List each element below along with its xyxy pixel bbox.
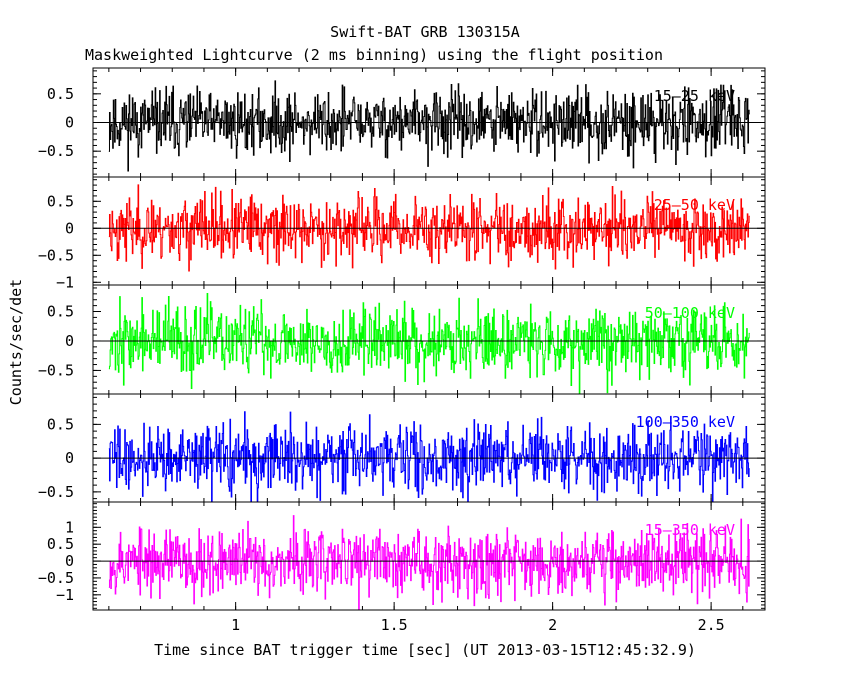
band-label-1: 15–25 keV [654,87,735,105]
x-tick-label: 1.5 [381,616,408,634]
panel-1: 0.5 0 −0.5 15–25 keV [38,67,766,178]
x-axis-label: Time since BAT trigger time [sec] (UT 20… [154,641,696,659]
band-label-4: 100–350 keV [636,413,735,431]
y-tick-label: −0.5 [38,246,74,264]
panel-3: 0.5 0 −0.5 50–100 keV [38,284,766,395]
y-tick-label: −1 [56,586,74,604]
panel-2: 0.5 0 −0.5 −1 25–50 keV [38,176,766,291]
signal-line-5 [108,515,750,610]
y-tick-label: 0 [65,332,74,350]
y-tick-label: −0.5 [38,483,74,501]
y-tick-label: 0.5 [47,535,74,553]
y-tick-label: 0.5 [47,415,74,433]
x-tick-label: 2.5 [698,616,725,634]
panel-5: 10.50−0.5−1 15–350 keV [38,501,766,611]
y-tick-label: 0 [65,114,74,132]
band-label-2: 25–50 keV [654,196,735,214]
band-label-3: 50–100 keV [645,304,735,322]
signal-line-1 [108,80,750,172]
y-tick-label: −0.5 [38,361,74,379]
y-tick-label: 0.5 [47,192,74,210]
x-tick-label: 1 [231,616,240,634]
chart-subtitle: Maskweighted Lightcurve (2 ms binning) u… [85,46,663,64]
signal-line-3 [108,293,750,394]
x-axis: 1 1.5 2 2.5 [231,616,725,634]
y-tick-label: 0.5 [47,85,74,103]
x-tick-label: 2 [548,616,557,634]
y-tick-label: 0 [65,449,74,467]
y-tick-label: −1 [56,273,74,291]
chart-title: Swift-BAT GRB 130315A [330,23,520,41]
y-tick-label: 1 [65,518,74,536]
y-tick-label: −0.5 [38,142,74,160]
y-tick-label: 0 [65,219,74,237]
signal-line-2 [108,184,750,272]
y-tick-label: 0.5 [47,303,74,321]
signal-line-4 [108,411,750,502]
y-tick-label: 0 [65,552,74,570]
y-tick-label: −0.5 [38,569,74,587]
y-axis-label: Counts/sec/det [7,279,25,405]
panel-frame-5 [92,501,766,611]
panel-4: 0.5 0 −0.5 100–350 keV [38,393,766,503]
band-label-5: 15–350 keV [645,521,735,539]
